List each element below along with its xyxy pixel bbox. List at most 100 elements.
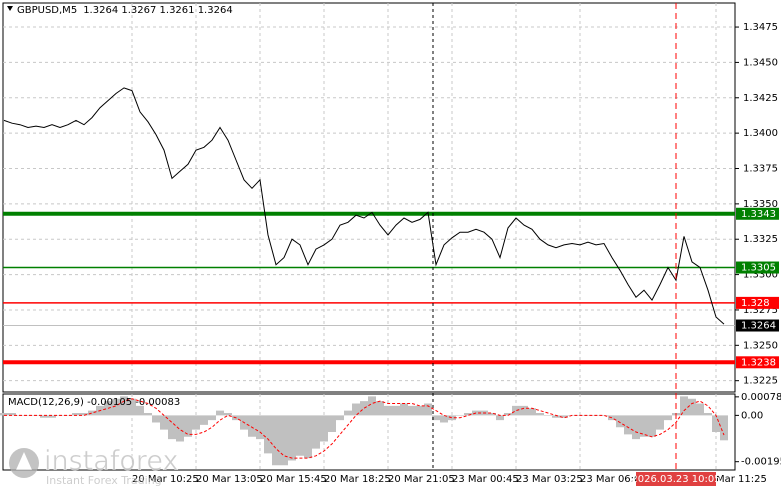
macd-bar [408,405,416,416]
y-tick-label: 0.00078 [741,392,781,403]
x-tick-label: 20 Mar 21:05 [388,474,455,485]
y-tick-label: 1.3275 [743,305,778,316]
x-tick-label: 20 Mar 10:25 [132,474,199,485]
macd-bar [48,415,56,418]
macd-bar [24,415,32,416]
chart-header: GBPUSD,M5 1.3264 1.3267 1.3261 1.3264 [17,5,233,16]
macd-bar [640,415,648,437]
level-label-box [736,207,779,220]
macd-bar [384,405,392,416]
macd-bar [352,403,360,416]
y-tick-label: 1.3350 [743,199,778,210]
macd-bar [656,415,664,430]
macd-bar [192,415,200,430]
price-panel [2,2,736,393]
macd-bar [704,413,712,416]
macd-bar [624,415,632,435]
y-tick-label: 1.3250 [743,340,778,351]
macd-bar [560,415,568,418]
macd-bar [40,415,48,418]
last-price-box [736,319,779,332]
macd-bar [0,413,8,416]
chart-title: GBPUSD,M5 [17,5,77,16]
last-price-label: 1.3264 [741,321,776,332]
macd-bar [152,415,160,423]
macd-bar [216,410,224,416]
macd-bar [368,396,376,416]
watermark-name: instaforex [44,446,178,477]
y-tick-label: 1.3450 [743,57,778,68]
macd-bar [456,415,464,416]
level-label: 1.3343 [741,209,776,220]
y-tick-label: 1.3475 [743,22,778,33]
macd-bar [256,415,264,440]
macd-bar [320,415,328,442]
macd-bar [168,415,176,440]
macd-bar [360,401,368,416]
y-tick-label: 0.00 [741,410,763,421]
x-tick-label: 20 Mar 18:25 [324,474,391,485]
watermark: instaforex Instant Forex Trading [9,445,179,487]
macd-bar [608,415,616,421]
macd-bar [440,415,448,423]
macd-bar [8,413,16,416]
macd-bar [224,413,232,416]
macd-bar [432,415,440,421]
macd-bar [144,413,152,416]
ohlc: 1.3264 1.3267 1.3261 1.3264 [83,5,233,16]
macd-bar [528,408,536,416]
macd-bar [696,403,704,416]
x-tick-label: Mar 11:25 [716,474,767,485]
macd-bar [136,405,144,416]
macd-bar [416,405,424,416]
macd-bar [536,413,544,416]
macd-bar [200,415,208,425]
x-tick-label: 23 Mar 00:45 [452,474,519,485]
macd-bar [680,396,688,416]
macd-bar [112,398,120,416]
macd-bar [128,398,136,416]
macd-bar [272,415,280,466]
macd-bar [328,415,336,432]
macd-bar [296,415,304,456]
y-tick-label: 1.3325 [743,234,778,245]
macd-bar [600,415,608,416]
level-label-box [736,356,779,369]
macd-bar [512,405,520,416]
macd-bar [520,405,528,416]
y-tick-label: 1.3425 [743,93,778,104]
macd-bar [208,415,216,421]
signal-line [4,398,725,459]
macd-bar [664,415,672,421]
macd-bar [544,415,552,416]
macd-bar [280,415,288,466]
macd-bar [376,401,384,416]
y-tick-label: 1.3400 [743,128,778,139]
macd-bar [688,398,696,416]
macd-bar [400,403,408,416]
macd-bar [392,405,400,416]
x-tick-label: 20 Mar 13:05 [196,474,263,485]
macd-bar [584,415,592,416]
level-label-box [736,261,779,274]
macd-bar [712,415,720,432]
macd-bar [648,415,656,437]
macd-bar [80,413,88,416]
macd-bar [344,410,352,416]
macd-bar [464,413,472,416]
y-tick-label: 1.3300 [743,270,778,281]
x-tick-label: 23 Mar 03:25 [516,474,583,485]
level-label: 1.3305 [741,263,776,274]
watermark-icon-mark [16,452,32,470]
macd-bar [552,415,560,418]
symbol-icon [7,6,13,11]
y-tick-label: -0.00195 [741,457,781,468]
macd-title: MACD(12,26,9) -0.00105 -0.00083 [8,397,180,408]
macd-bar [304,415,312,459]
macd-bar [496,415,504,421]
macd-bar [72,413,80,416]
y-tick-label: 1.3375 [743,164,778,175]
macd-bar [288,415,296,461]
macd-bar [264,415,272,454]
